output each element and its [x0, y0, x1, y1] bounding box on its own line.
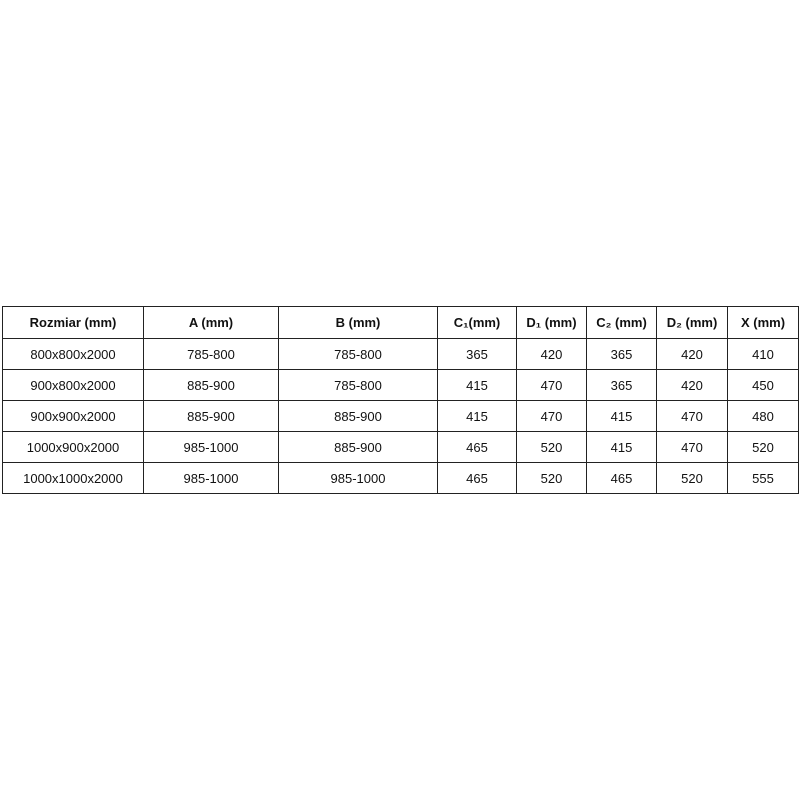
table-cell: 520	[656, 462, 728, 494]
table-row: 900x800x2000 885-900 785-800 415 470 365 420 45…	[2, 369, 799, 401]
table-cell: 985-1000	[143, 462, 279, 494]
table-cell: 365	[586, 338, 657, 370]
table-cell: 450	[727, 369, 799, 401]
table-cell: 520	[727, 431, 799, 463]
table-cell: 420	[516, 338, 587, 370]
table-cell: 415	[586, 400, 657, 432]
table-cell: 465	[586, 462, 657, 494]
column-header: A (mm)	[143, 306, 279, 339]
table-cell: 410	[727, 338, 799, 370]
table-row: 1000x1000x2000 985-1000 985-1000 465 520 465 5…	[2, 462, 799, 494]
column-header: Rozmiar (mm)	[2, 306, 144, 339]
table-cell: 470	[516, 369, 587, 401]
table-cell: 465	[437, 462, 517, 494]
table-row: 1000x900x2000 985-1000 885-900 465 520 415 470…	[2, 431, 799, 463]
table-cell: 785-800	[278, 338, 438, 370]
column-header: B (mm)	[278, 306, 438, 339]
table-row: 900x900x2000 885-900 885-900 415 470 415 470 48…	[2, 400, 799, 432]
column-header: C₂ (mm)	[586, 306, 657, 339]
table-cell: 885-900	[143, 369, 279, 401]
table-cell: 785-800	[278, 369, 438, 401]
column-header: X (mm)	[727, 306, 799, 339]
table-cell: 520	[516, 431, 587, 463]
table-cell: 1000x1000x2000	[2, 462, 144, 494]
table-cell: 885-900	[278, 400, 438, 432]
table-cell: 885-900	[143, 400, 279, 432]
table-cell: 900x800x2000	[2, 369, 144, 401]
table-cell: 800x800x2000	[2, 338, 144, 370]
table-cell: 415	[437, 400, 517, 432]
table-row: 800x800x2000 785-800 785-800 365 420 365 420 41…	[2, 338, 799, 370]
table-cell: 470	[656, 400, 728, 432]
table-cell: 415	[437, 369, 517, 401]
table-cell: 555	[727, 462, 799, 494]
table-cell: 480	[727, 400, 799, 432]
table-cell: 520	[516, 462, 587, 494]
table-cell: 885-900	[278, 431, 438, 463]
table-cell: 420	[656, 369, 728, 401]
table-cell: 985-1000	[143, 431, 279, 463]
column-header: D₂ (mm)	[656, 306, 728, 339]
table-cell: 365	[437, 338, 517, 370]
header-row: Rozmiar (mm) A (mm) B (mm) C₁(mm) D₁ (mm) C₂ …	[2, 306, 799, 339]
table-cell: 1000x900x2000	[2, 431, 144, 463]
table-cell: 985-1000	[278, 462, 438, 494]
table-cell: 415	[586, 431, 657, 463]
table-cell: 420	[656, 338, 728, 370]
table-cell: 785-800	[143, 338, 279, 370]
table-cell: 365	[586, 369, 657, 401]
column-header: C₁(mm)	[437, 306, 517, 339]
table-cell: 465	[437, 431, 517, 463]
table-cell: 470	[516, 400, 587, 432]
table-cell: 900x900x2000	[2, 400, 144, 432]
column-header: D₁ (mm)	[516, 306, 587, 339]
dimensions-table: Rozmiar (mm) A (mm) B (mm) C₁(mm) D₁ (mm) C₂ …	[2, 306, 799, 494]
table-cell: 470	[656, 431, 728, 463]
